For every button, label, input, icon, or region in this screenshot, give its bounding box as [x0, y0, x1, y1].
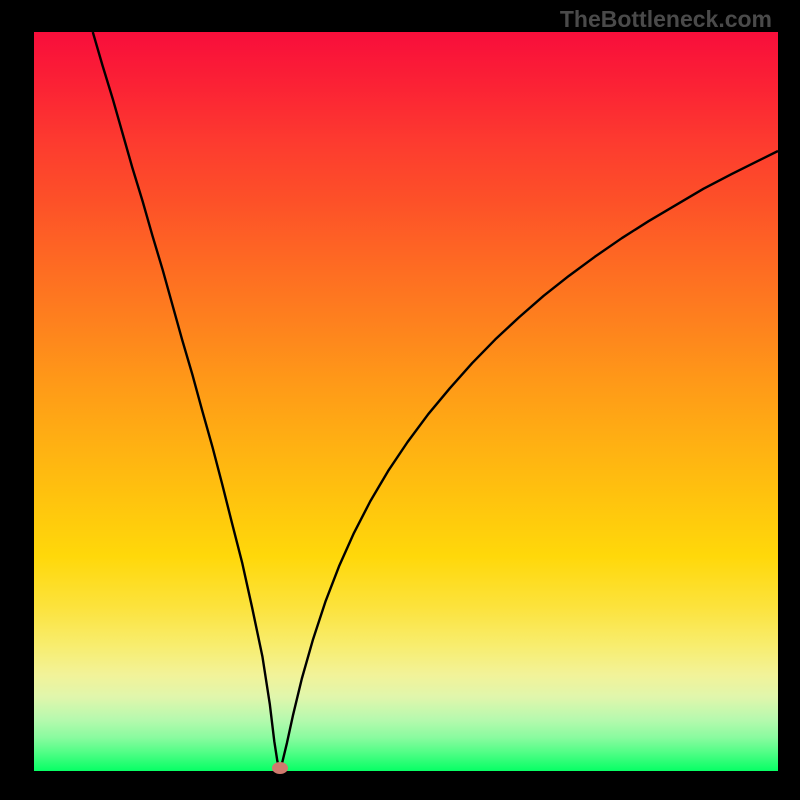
watermark-text: TheBottleneck.com — [560, 6, 772, 33]
optimal-point-marker — [272, 762, 288, 774]
curve-right-branch — [280, 151, 778, 770]
bottleneck-curve — [34, 32, 778, 771]
curve-left-branch — [93, 32, 280, 770]
